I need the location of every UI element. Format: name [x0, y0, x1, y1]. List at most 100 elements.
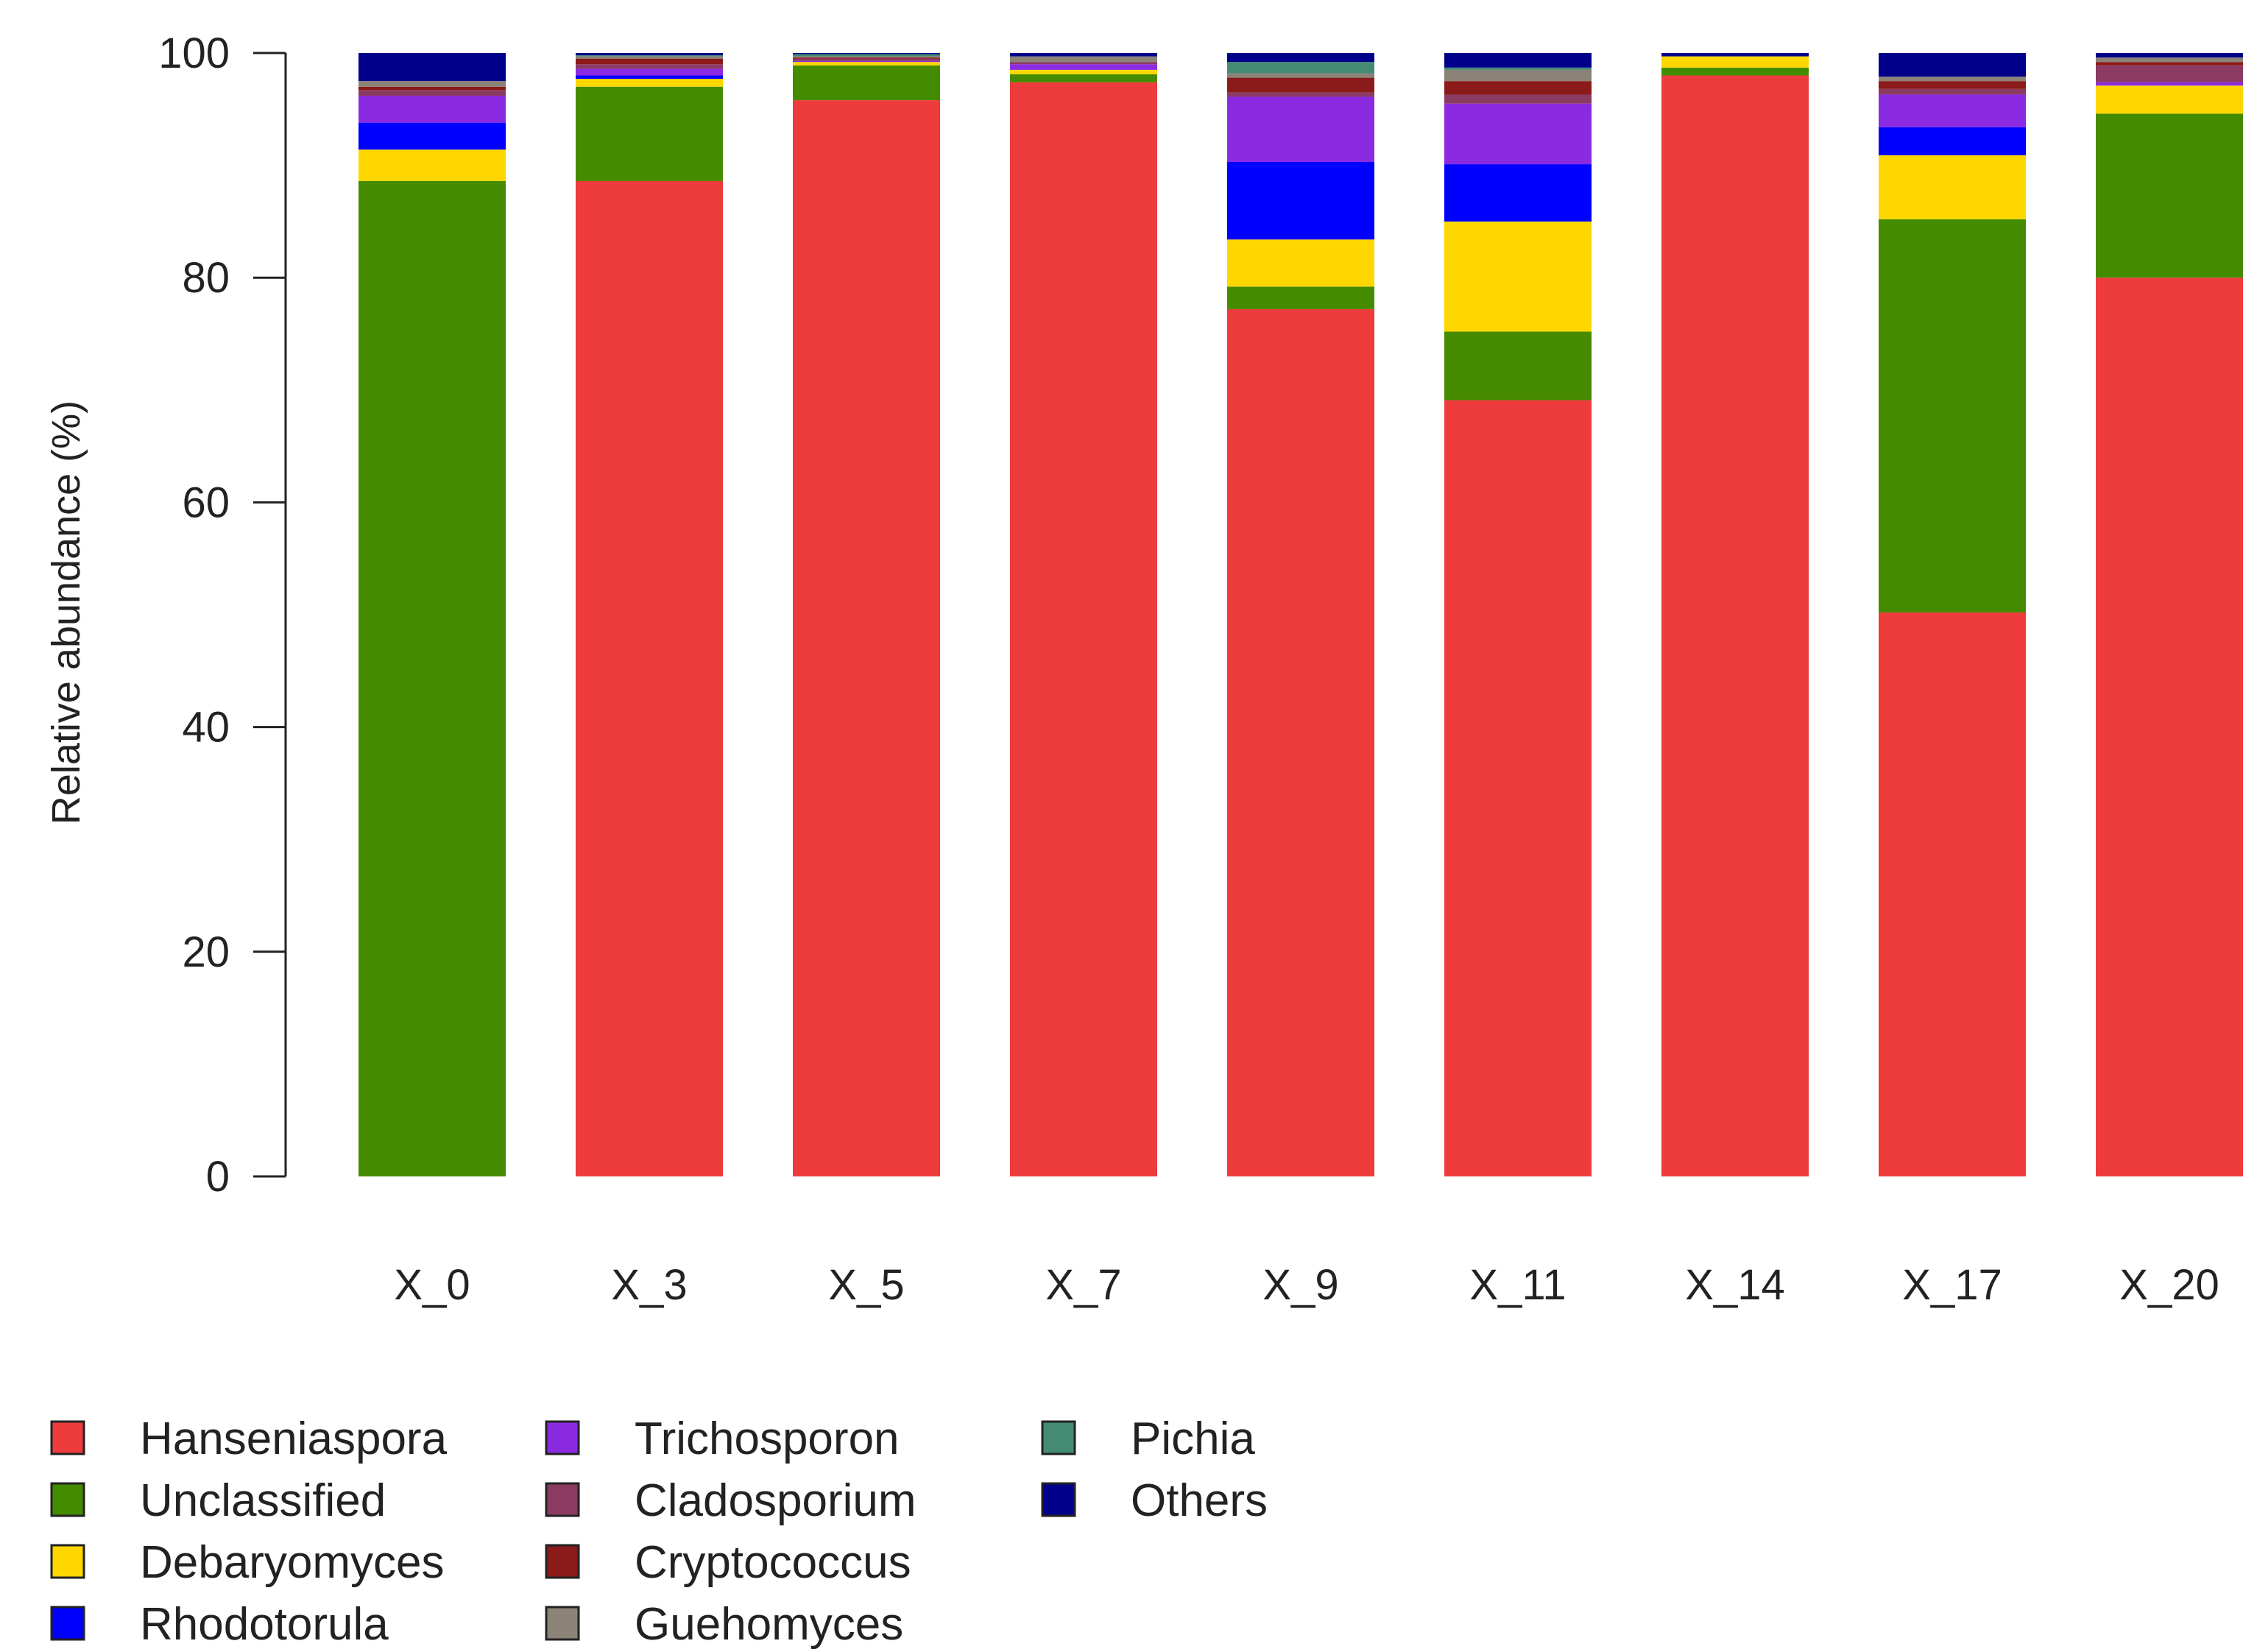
- bar-segment-debaryomyces: [1444, 221, 1592, 332]
- legend-swatch: [545, 1544, 580, 1579]
- bar-segment-cladosporium: [2096, 65, 2243, 82]
- bar-segment-others: [1010, 53, 1157, 57]
- y-tick-label: 40: [182, 704, 230, 752]
- legend-label: Cryptococcus: [635, 1537, 911, 1588]
- legend: Hanseniaspora Unclassified Debaryomyces Rho…: [50, 1413, 1268, 1650]
- bar-segment-others: [1661, 53, 1809, 57]
- bar-segment-guehomyces: [1227, 73, 1374, 78]
- x-tick-label: X_14: [1685, 1261, 1784, 1309]
- bar-segment-cryptococcus: [1227, 77, 1374, 93]
- bar-segment-cryptococcus: [358, 86, 506, 91]
- bar-segment-pichia: [1444, 67, 1592, 70]
- bar-segment-pichia: [576, 55, 723, 57]
- legend-swatch: [50, 1482, 85, 1517]
- legend-label: Hanseniaspora: [140, 1413, 448, 1464]
- legend-swatch: [50, 1420, 85, 1455]
- bar-segment-cryptococcus: [1879, 81, 2026, 89]
- y-tick-label: 100: [158, 29, 230, 77]
- bar-segment-trichosporon: [1879, 94, 2026, 127]
- legend-label: Guehomyces: [635, 1599, 903, 1650]
- bar-segment-debaryomyces: [2096, 85, 2243, 114]
- legend-item-cryptococcus: Cryptococcus: [545, 1537, 911, 1588]
- y-tick-label: 80: [182, 254, 230, 302]
- bar-segment-unclassified: [1661, 67, 1809, 76]
- bar-stack-x-20: [2096, 53, 2243, 1177]
- bar-segment-pichia: [1227, 62, 1374, 74]
- bar-segment-unclassified: [793, 65, 940, 101]
- bar-segment-cladosporium: [1444, 94, 1592, 104]
- y-axis: 0 20 40 60 80 100: [158, 29, 287, 1201]
- bar-stack-x-11: [1444, 53, 1592, 1177]
- legend-swatch: [1041, 1482, 1076, 1517]
- bar-segment-rhodotorula: [1879, 127, 2026, 155]
- bar-segment-guehomyces: [1879, 77, 2026, 82]
- x-tick-label: X_3: [611, 1261, 687, 1309]
- bar-segment-unclassified: [1879, 219, 2026, 613]
- legend-item-hanseniaspora: Hanseniaspora: [50, 1413, 448, 1464]
- legend-label: Rhodotorula: [140, 1599, 389, 1650]
- bar-segment-hanseniaspora: [1010, 82, 1157, 1176]
- bar-segment-hanseniaspora: [2096, 278, 2243, 1177]
- legend-item-guehomyces: Guehomyces: [545, 1599, 903, 1650]
- bar-segment-trichosporon: [358, 95, 506, 123]
- bar-segment-guehomyces: [358, 81, 506, 87]
- x-tick-label: X_17: [1902, 1261, 2002, 1309]
- legend-swatch: [545, 1606, 580, 1641]
- legend-label: Unclassified: [140, 1475, 386, 1526]
- bar-segment-cladosporium: [358, 90, 506, 96]
- bar-segment-debaryomyces: [1879, 155, 2026, 219]
- y-tick-label: 0: [206, 1153, 230, 1201]
- bar-segment-trichosporon: [576, 68, 723, 76]
- bar-segment-cladosporium: [793, 58, 940, 61]
- bar-stack-x-0: [358, 53, 506, 1177]
- bar-segment-debaryomyces: [793, 62, 940, 66]
- bar-segment-debaryomyces: [358, 149, 506, 181]
- bar-segment-unclassified: [1444, 331, 1592, 400]
- legend-label: Debaryomyces: [140, 1537, 444, 1588]
- bar-segment-trichosporon: [2096, 82, 2243, 86]
- bar-segment-unclassified: [2096, 113, 2243, 278]
- bar-segment-hanseniaspora: [1879, 612, 2026, 1176]
- legend-item-debaryomyces: Debaryomyces: [50, 1537, 444, 1588]
- bar-segment-rhodotorula: [1227, 162, 1374, 240]
- bar-segment-guehomyces: [793, 56, 940, 58]
- y-tick-label: 20: [182, 928, 230, 976]
- bar-stack-x-3: [576, 53, 723, 1177]
- legend-item-cladosporium: Cladosporium: [545, 1475, 916, 1526]
- legend-swatch: [50, 1544, 85, 1579]
- bar-segment-debaryomyces: [1227, 239, 1374, 287]
- bar-segment-others: [576, 53, 723, 56]
- x-tick-label: X_0: [394, 1261, 470, 1309]
- bar-segment-cryptococcus: [1444, 81, 1592, 95]
- y-tick-label: 60: [182, 479, 230, 526]
- bar-segment-others: [1879, 53, 2026, 77]
- bar-segment-debaryomyces: [1661, 56, 1809, 68]
- bars-group: [358, 53, 2243, 1177]
- bar-segment-hanseniaspora: [793, 100, 940, 1176]
- bar-segment-rhodotorula: [358, 122, 506, 150]
- bar-segment-rhodotorula: [576, 75, 723, 80]
- bar-segment-trichosporon: [793, 60, 940, 63]
- legend-item-trichosporon: Trichosporon: [545, 1413, 900, 1464]
- bar-segment-others: [2096, 53, 2243, 58]
- legend-item-rhodotorula: Rhodotorula: [50, 1599, 389, 1650]
- legend-label: Cladosporium: [635, 1475, 916, 1526]
- legend-item-others: Others: [1041, 1475, 1268, 1526]
- bar-segment-guehomyces: [1010, 56, 1157, 63]
- plot-area: 0 20 40 60 80 100 X_0 X_3 X_5 X_7 X_9 X_11 X_14 X_17…: [44, 29, 2243, 1309]
- bar-segment-hanseniaspora: [576, 180, 723, 1177]
- bar-segment-hanseniaspora: [1661, 75, 1809, 1176]
- bar-segment-guehomyces: [1444, 69, 1592, 82]
- bar-stack-x-5: [793, 53, 940, 1176]
- bar-segment-hanseniaspora: [1227, 308, 1374, 1177]
- bar-segment-debaryomyces: [576, 79, 723, 87]
- legend-swatch: [50, 1606, 85, 1641]
- bar-segment-guehomyces: [2096, 57, 2243, 63]
- bar-segment-guehomyces: [576, 56, 723, 59]
- bar-segment-pichia: [793, 54, 940, 57]
- legend-item-unclassified: Unclassified: [50, 1475, 386, 1526]
- x-tick-label: X_11: [1469, 1261, 1566, 1309]
- bar-segment-cladosporium: [1227, 92, 1374, 97]
- legend-swatch: [1041, 1420, 1076, 1455]
